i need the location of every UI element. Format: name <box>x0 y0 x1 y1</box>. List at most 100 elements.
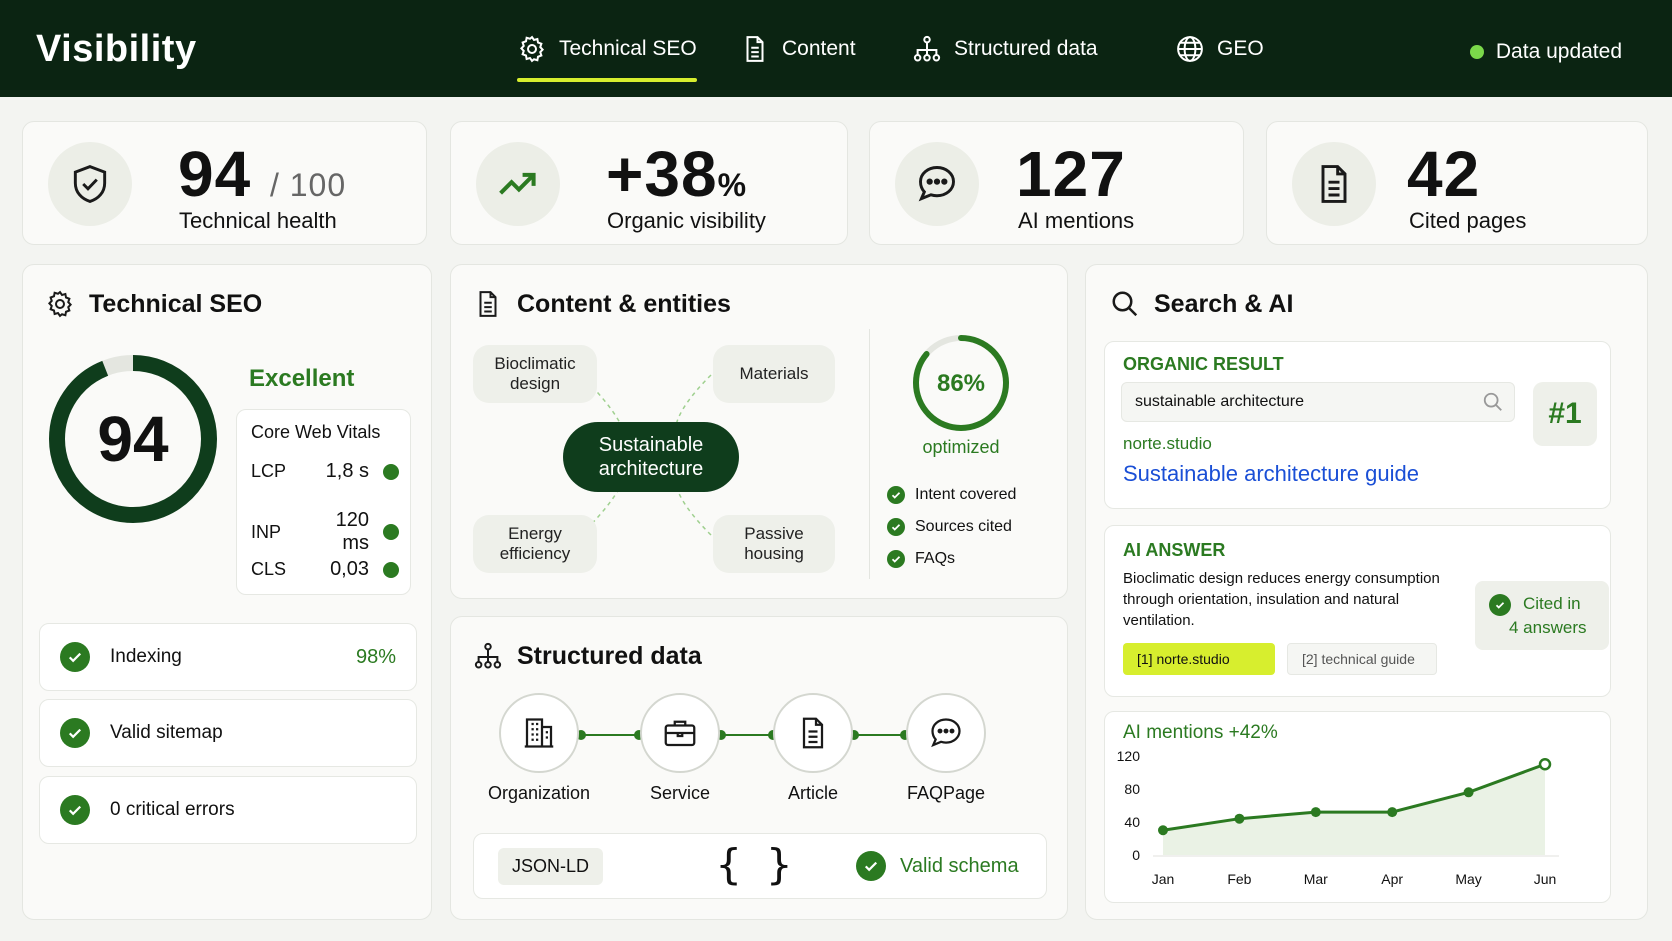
brand-logo: Visibility <box>36 28 197 70</box>
panel-title: Technical SEO <box>45 289 262 319</box>
kpi-icon-circle <box>1292 142 1376 226</box>
content-check-item: Sources cited <box>887 518 1012 536</box>
optimized-label: optimized <box>922 437 1000 457</box>
check-icon <box>1489 594 1511 616</box>
check-row-critical-errors: 0 critical errors <box>39 776 417 844</box>
valid-schema-status: Valid schema <box>856 851 1019 881</box>
nav-tab-technical-seo[interactable]: Technical SEO <box>517 34 697 82</box>
panel-title: Structured data <box>473 641 702 671</box>
kpi-ai-mentions: 127 AI mentions <box>869 121 1244 245</box>
panel-title: Content & entities <box>473 289 731 319</box>
check-row-sitemap: Valid sitemap <box>39 699 417 767</box>
nav-tab-label: Technical SEO <box>559 37 697 60</box>
schema-validation-bar: JSON-LD { } Valid schema <box>473 833 1047 899</box>
check-icon <box>887 486 905 504</box>
kpi-label: Technical health <box>179 208 337 233</box>
shield-check-icon <box>73 165 107 203</box>
status-dot <box>383 463 399 480</box>
x-tick-label: Jan <box>1152 871 1175 887</box>
rank-badge: #1 <box>1533 382 1597 446</box>
y-tick-label: 80 <box>1124 781 1140 797</box>
entity-node[interactable]: Bioclimatic design <box>473 345 597 403</box>
check-icon <box>887 550 905 568</box>
series-area <box>1163 764 1545 855</box>
entity-node[interactable]: Materials <box>713 345 835 403</box>
cited-count-badge: Cited in 4 answers <box>1475 581 1609 650</box>
schema-type-service[interactable] <box>640 693 720 773</box>
y-tick-label: 40 <box>1124 814 1140 830</box>
schema-type-article[interactable] <box>773 693 853 773</box>
structured-data-panel: Structured data Organization Service Art… <box>450 616 1068 920</box>
status-dot <box>1469 45 1484 59</box>
panel-title: Search & AI <box>1110 289 1293 319</box>
series-line <box>1162 762 1546 832</box>
nav-tab-structured-data[interactable]: Structured data <box>912 34 1098 64</box>
search-icon <box>1112 291 1138 317</box>
search-icon <box>1483 392 1502 411</box>
schema-type-label: Service <box>649 783 711 803</box>
central-entity[interactable]: Sustainable architecture <box>563 422 739 492</box>
cwv-row-lcp: LCP 1,8 s <box>251 460 399 483</box>
schema-type-label: Organization <box>487 783 591 803</box>
check-icon <box>60 642 90 672</box>
data-point <box>1310 807 1321 818</box>
citation-chip[interactable]: [1] norte.studio <box>1123 643 1275 675</box>
gear-icon <box>519 35 545 63</box>
nav-tab-label: GEO <box>1217 37 1264 60</box>
kpi-icon-circle <box>895 142 979 226</box>
result-link[interactable]: Sustainable architecture guide <box>1123 461 1419 486</box>
schema-type-label: Article <box>787 783 838 803</box>
document-icon <box>479 291 497 317</box>
schema-type-organization[interactable] <box>499 693 579 773</box>
data-updated-status: Data updated <box>1469 40 1622 64</box>
kpi-icon-circle <box>476 142 560 226</box>
chart-title: AI mentions +42% <box>1123 722 1278 743</box>
briefcase-icon <box>664 720 696 747</box>
kpi-organic-visibility: +38% Organic visibility <box>450 121 848 245</box>
optimized-gauge: 86% <box>913 335 1009 431</box>
ai-answer-text: Bioclimatic design reduces energy consum… <box>1123 570 1440 629</box>
document-icon <box>802 717 824 749</box>
format-badge: JSON-LD <box>498 848 604 885</box>
ai-mentions-chart: 0 40 80 120 Jan Feb Mar Apr May Jun <box>1117 748 1559 887</box>
citation-chip[interactable]: [2] technical guide <box>1287 643 1437 675</box>
kpi-label: Organic visibility <box>607 208 766 233</box>
chat-bubble-icon <box>931 718 961 748</box>
core-web-vitals-box: Core Web Vitals LCP 1,8 s INP 120 ms CLS 0,… <box>236 409 411 595</box>
check-row-indexing: Indexing 98% <box>39 623 417 691</box>
top-bar: Visibility Technical SEO Content Structu… <box>0 0 1672 97</box>
status-dot <box>383 524 399 540</box>
nav-tab-content[interactable]: Content <box>740 34 856 64</box>
content-check-item: FAQs <box>887 550 955 568</box>
content-entities-panel: Content & entities Bioclimatic design Ma… <box>450 264 1068 599</box>
kpi-value: 94 / 100 <box>178 138 347 210</box>
organic-result-card: ORGANIC RESULT sustainable architecture … <box>1104 341 1611 509</box>
kpi-label: AI mentions <box>1018 208 1135 233</box>
nav-tab-geo[interactable]: GEO <box>1175 34 1264 64</box>
sitemap-icon <box>474 642 502 669</box>
entity-node[interactable]: Passive housing <box>713 515 835 573</box>
data-point <box>1463 787 1474 798</box>
check-icon <box>856 851 886 881</box>
entity-node[interactable]: Energy efficiency <box>473 515 597 573</box>
chat-bubble-icon <box>918 166 955 202</box>
json-braces-icon: { } <box>716 840 792 889</box>
health-score-value: 94 <box>97 403 169 475</box>
content-check-item: Intent covered <box>887 486 1016 504</box>
status-dot <box>383 561 399 578</box>
result-domain: norte.studio <box>1123 434 1212 453</box>
nav-tab-label: Structured data <box>954 37 1098 60</box>
kpi-icon-circle <box>48 142 132 226</box>
cwv-row-cls: CLS 0,03 <box>251 558 399 581</box>
schema-type-faqpage[interactable] <box>906 693 986 773</box>
organic-heading: ORGANIC RESULT <box>1123 354 1284 374</box>
document-icon <box>746 36 764 62</box>
search-ai-panel: Search & AI ORGANIC RESULT sustainable a… <box>1085 264 1648 920</box>
kpi-technical-health: 94 / 100 Technical health <box>22 121 427 245</box>
building-icon <box>524 718 554 748</box>
ai-answer-heading: AI ANSWER <box>1123 540 1226 560</box>
search-query-box[interactable]: sustainable architecture <box>1121 382 1515 422</box>
data-point <box>1387 807 1398 818</box>
search-query-text: sustainable architecture <box>1135 393 1304 410</box>
check-icon <box>887 518 905 536</box>
